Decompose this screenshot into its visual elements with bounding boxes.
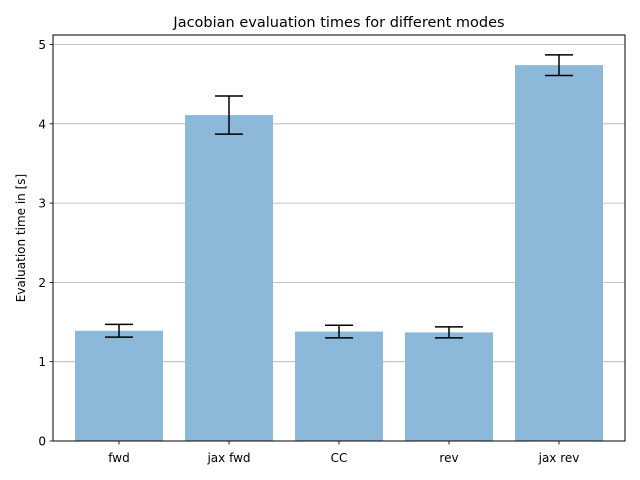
y-tick-label: 2 bbox=[38, 276, 46, 290]
x-axis-ticks: fwd jax fwd CC rev jax rev bbox=[108, 441, 579, 465]
x-tick-label: rev bbox=[439, 451, 458, 465]
y-tick-label: 1 bbox=[38, 355, 46, 369]
bar-jax-rev bbox=[515, 65, 603, 441]
y-tick-label: 5 bbox=[38, 38, 46, 52]
x-tick-label: CC bbox=[331, 451, 348, 465]
x-tick-label: jax rev bbox=[538, 451, 580, 465]
y-axis-label: Evaluation time in [s] bbox=[14, 174, 28, 302]
y-tick-label: 0 bbox=[38, 435, 46, 449]
chart-title: Jacobian evaluation times for different … bbox=[172, 15, 504, 31]
bars bbox=[75, 65, 603, 441]
bar-cc bbox=[295, 331, 383, 441]
x-tick-label: fwd bbox=[108, 451, 129, 465]
x-tick-label: jax fwd bbox=[206, 451, 250, 465]
bar-rev bbox=[405, 332, 493, 441]
bar-jax-fwd bbox=[185, 115, 273, 441]
y-tick-label: 4 bbox=[38, 117, 46, 131]
bar-fwd bbox=[75, 330, 163, 441]
y-axis-ticks: 0 1 2 3 4 5 bbox=[38, 38, 53, 449]
y-tick-label: 3 bbox=[38, 197, 46, 211]
error-bars bbox=[105, 54, 573, 339]
